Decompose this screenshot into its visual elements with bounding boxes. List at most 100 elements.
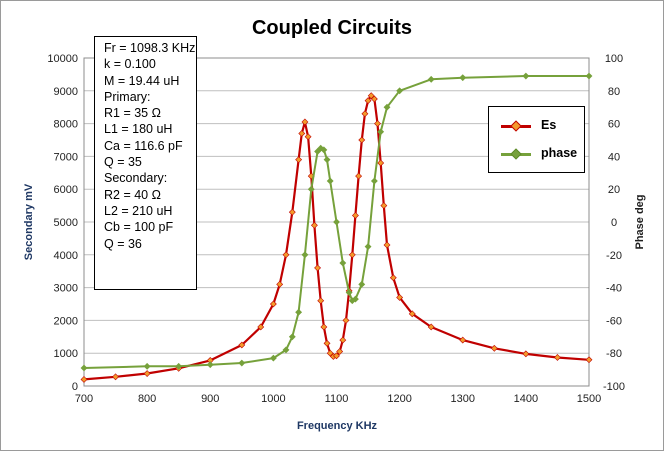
- series-layer: [80, 72, 593, 383]
- x-axis-ticks: 700 800 900 1000 1100 1200 1300 1400 1500: [75, 393, 601, 405]
- legend-label-phase: phase: [541, 146, 578, 160]
- y2-tick-label: -60: [606, 315, 622, 327]
- x-tick-label: 1200: [387, 393, 411, 405]
- data-point: [383, 241, 391, 249]
- data-point: [320, 323, 328, 331]
- data-point: [307, 185, 315, 193]
- param-line: Cb = 100 pF: [104, 220, 174, 235]
- data-point: [326, 349, 334, 357]
- plot-area: [83, 57, 590, 387]
- data-point: [320, 146, 328, 154]
- data-point: [377, 128, 385, 136]
- data-point: [301, 251, 309, 259]
- data-point: [427, 323, 435, 331]
- data-point: [269, 354, 277, 362]
- data-point: [288, 333, 296, 341]
- y2-tick-label: 60: [608, 119, 620, 131]
- data-point: [490, 344, 498, 352]
- param-line: k = 0.100: [104, 57, 156, 72]
- data-point: [314, 148, 321, 155]
- data-point: [522, 350, 530, 358]
- data-point: [339, 336, 347, 344]
- data-point: [370, 95, 378, 103]
- data-point: [301, 118, 309, 126]
- y-tick-label: 10000: [47, 53, 78, 65]
- y-tick-label: 3000: [54, 283, 78, 295]
- legend-item-es: Es: [489, 116, 584, 136]
- data-point: [323, 156, 331, 164]
- data-point: [459, 336, 467, 344]
- right-axis-ticks: -100 -80 -60 -40 -20 0 20 40 60 80 100: [603, 53, 625, 393]
- y-tick-label: 7000: [54, 151, 78, 163]
- data-point: [370, 177, 378, 185]
- data-point: [380, 202, 388, 210]
- y2-tick-label: -40: [606, 283, 622, 295]
- data-point: [323, 339, 331, 347]
- series-es: [80, 92, 593, 383]
- data-point: [295, 156, 303, 164]
- y-tick-label: 1000: [54, 348, 78, 360]
- data-point: [143, 370, 151, 377]
- param-line: Fr = 1098.3 KHz: [104, 41, 196, 55]
- y-tick-label: 4000: [54, 250, 78, 262]
- data-point: [282, 346, 290, 354]
- data-point: [269, 300, 277, 308]
- y2-tick-label: -20: [606, 250, 622, 262]
- x-tick-label: 1300: [451, 393, 475, 405]
- legend-marker-phase: [510, 148, 522, 160]
- data-point: [358, 136, 366, 144]
- y-tick-label: 2000: [54, 315, 78, 327]
- data-point: [282, 251, 290, 259]
- data-point: [361, 110, 369, 118]
- data-point: [310, 221, 318, 229]
- y-tick-label: 0: [72, 381, 78, 393]
- data-point: [585, 356, 593, 364]
- data-point: [112, 373, 119, 381]
- data-point: [396, 87, 404, 95]
- data-point: [408, 310, 416, 318]
- data-point: [352, 295, 359, 303]
- data-point: [336, 348, 344, 355]
- data-point: [314, 264, 321, 272]
- left-axis-ticks: 0 1000 2000 3000 4000 5000 6000 7000 8000 9000 100…: [47, 53, 78, 393]
- y2-tick-label: 80: [608, 86, 620, 98]
- data-point: [175, 362, 183, 370]
- data-point: [352, 212, 359, 219]
- y2-tick-label: -100: [603, 381, 625, 393]
- x-tick-label: 1100: [325, 393, 349, 405]
- data-point: [367, 92, 375, 100]
- series-phase: [80, 72, 593, 372]
- data-point: [333, 352, 340, 360]
- data-point: [295, 308, 303, 316]
- y-tick-label: 9000: [54, 86, 78, 98]
- legend-item-phase: phase: [489, 144, 584, 164]
- y-tick-label: 8000: [54, 119, 78, 131]
- data-point: [288, 208, 296, 216]
- data-point: [143, 362, 151, 370]
- parameters-box: Fr = 1098.3 KHz k = 0.100 M = 19.44 uH Prim…: [94, 36, 197, 290]
- data-point: [317, 297, 325, 305]
- data-point: [298, 130, 306, 137]
- y2-tick-label: 0: [611, 217, 617, 229]
- data-point: [345, 289, 353, 296]
- data-point: [333, 218, 340, 226]
- y2-tick-label: 20: [608, 184, 620, 196]
- y-axis-title: Secondary mV: [23, 183, 35, 260]
- legend: Es phase: [488, 106, 585, 173]
- legend-marker-es: [510, 120, 522, 132]
- param-line: R1 = 35 Ω: [104, 106, 161, 121]
- x-tick-label: 800: [138, 393, 156, 405]
- data-point: [206, 361, 214, 369]
- legend-label-es: Es: [541, 118, 557, 132]
- data-point: [342, 316, 350, 324]
- data-point: [80, 364, 88, 372]
- data-point: [522, 72, 530, 80]
- data-point: [554, 354, 561, 361]
- x-tick-label: 1000: [261, 393, 285, 405]
- param-line: Ca = 116.6 pF: [104, 138, 183, 153]
- data-point: [304, 133, 312, 141]
- data-point: [355, 172, 363, 180]
- data-point: [383, 103, 391, 111]
